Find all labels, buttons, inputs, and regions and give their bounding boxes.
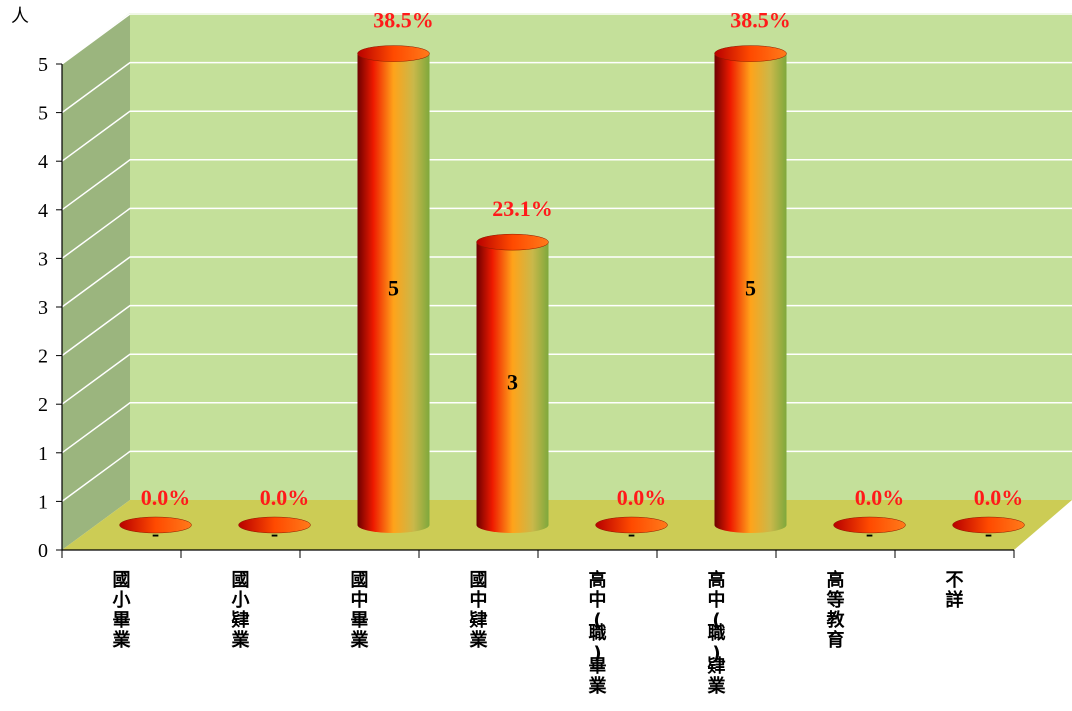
gridline [61, 13, 1072, 65]
bar-cap [357, 45, 430, 62]
percent-label: 38.5% [373, 8, 434, 33]
value-label: - [152, 521, 159, 546]
y-tick-label: 1 [38, 443, 48, 465]
category-labels: 國小畢業 國小肄業 國中畢業 國中肄業 高中(職)畢業 高中(職)肄業 高等教育 不詳 [112, 569, 964, 697]
percent-label: 0.0% [855, 485, 905, 510]
bar [833, 516, 906, 534]
bar [476, 233, 549, 533]
y-tick-label: 4 [38, 200, 48, 222]
y-tick-label: 3 [38, 248, 48, 270]
bar-cap [595, 516, 668, 534]
y-axis-label: 人 [11, 6, 29, 27]
y-tick-labels: 0 1 1 2 2 3 3 4 4 5 5 [38, 54, 48, 562]
bar-body [357, 53, 430, 533]
bar-body [714, 53, 787, 533]
bar-cap [952, 516, 1025, 534]
y-tick-label: 3 [38, 297, 48, 319]
axes [56, 63, 1015, 558]
category-label: 國小肄業 [231, 570, 251, 651]
category-label: 國中肄業 [469, 570, 489, 651]
bar [238, 516, 311, 534]
y-tick-label: 4 [38, 151, 48, 173]
bar-cap [476, 233, 549, 251]
bar [714, 45, 787, 533]
y-tick-label: 0 [38, 540, 48, 562]
floor [62, 500, 1072, 550]
bar-cap [714, 45, 787, 62]
y-tick-label: 1 [38, 491, 48, 513]
value-label: - [628, 521, 635, 546]
category-label: 高中(職)畢業 [588, 569, 608, 697]
bar [357, 45, 430, 533]
value-label: - [866, 521, 873, 546]
percent-label: 23.1% [492, 196, 553, 221]
bar [595, 516, 668, 534]
bar [952, 516, 1025, 534]
y-tick-label: 5 [38, 103, 48, 125]
bar [119, 516, 192, 534]
y-tick-label: 5 [38, 54, 48, 76]
percent-label: 0.0% [260, 485, 310, 510]
data-labels: - 0.0% - 0.0% 5 38.5% 3 23.1% - 0.0% 5 38.5% - 0.0% - 0… [141, 8, 1024, 546]
value-label: 5 [745, 275, 756, 300]
category-label: 不詳 [946, 570, 964, 611]
value-label: 3 [507, 370, 518, 395]
bar-cap [119, 516, 192, 534]
bar-cap [238, 516, 311, 534]
bars [119, 45, 1025, 534]
category-label: 高中(職)肄業 [707, 569, 727, 697]
percent-label: 0.0% [617, 485, 667, 510]
percent-label: 0.0% [141, 485, 191, 510]
category-label: 國小畢業 [112, 570, 132, 651]
plot-walls [62, 13, 1072, 550]
percent-label: 0.0% [974, 485, 1024, 510]
y-tick-label: 2 [38, 394, 48, 416]
bar-body [476, 242, 549, 533]
value-label: 5 [388, 275, 399, 300]
value-label: - [985, 521, 992, 546]
bar-cap [833, 516, 906, 534]
category-label: 高等教育 [827, 569, 846, 651]
category-label: 國中畢業 [350, 570, 370, 651]
value-label: - [271, 521, 278, 546]
y-tick-label: 2 [38, 346, 48, 368]
percent-label: 38.5% [730, 8, 791, 33]
